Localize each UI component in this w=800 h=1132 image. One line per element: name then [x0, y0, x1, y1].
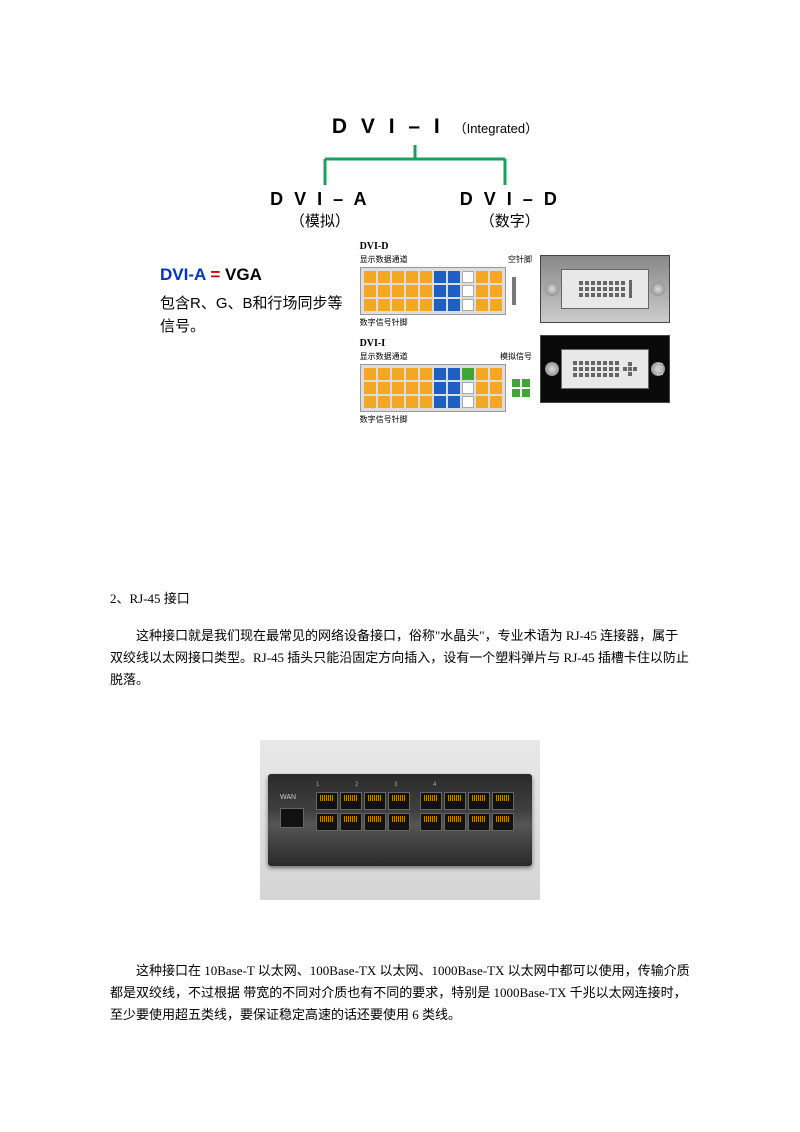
eq-right: VGA [225, 265, 262, 284]
pin-grid-i [360, 364, 506, 412]
blade-icon [629, 280, 632, 298]
screw-icon [545, 362, 559, 376]
connector-photos: DVI [540, 241, 670, 435]
dvia-equals-vga: DVI-A = VGA [160, 265, 352, 285]
rj45-port-icon [316, 792, 338, 810]
section-2-title: 2、RJ-45 接口 [110, 588, 690, 610]
pin-i-label-l: 显示数据通道 [360, 351, 408, 362]
connector-inner [561, 269, 649, 309]
dvi-side-label: DVI [656, 362, 665, 375]
pin-grid-d [360, 267, 506, 315]
pin-d-bottom: 数字信号针脚 [360, 317, 532, 328]
screw-icon [545, 282, 559, 296]
rgb-text: 包含R、G、B和行场同步等信号。 [160, 293, 352, 338]
cross-icon [623, 362, 637, 376]
section-2-para1: 这种接口就是我们现在最常见的网络设备接口，俗称"水晶头"，专业术语为 RJ-45… [110, 625, 690, 691]
branch-a-title: D V I – A [270, 189, 369, 210]
pin-block-dvi-i: DVI-I 显示数据通道 模拟信号 数字信号针脚 [360, 338, 532, 425]
connector-inner [561, 349, 649, 389]
wan-label: WAN [280, 794, 296, 801]
branch-a-sub: （模拟） [270, 210, 369, 231]
wan-port-icon [280, 808, 304, 828]
pin-i-top-labels: 显示数据通道 模拟信号 [360, 351, 532, 362]
rj45-port-icon [340, 792, 362, 810]
branch-dvi-a: D V I – A （模拟） [270, 189, 369, 231]
rj45-port-icon [444, 792, 466, 810]
pin-d-label-l: 显示数据通道 [360, 254, 408, 265]
rj45-port-icon [468, 813, 490, 831]
switch-body: WAN 1 2 3 4 [268, 774, 532, 866]
branch-d-sub: （数字） [460, 210, 560, 231]
pin-block-dvi-d: DVI-D 显示数据通道 空针脚 数字信号针脚 [360, 241, 532, 328]
dvi-d-connector-photo [540, 255, 670, 323]
pin-i-bottom: 数字信号针脚 [360, 414, 532, 425]
rj45-port-icon [316, 813, 338, 831]
eq-left: DVI-A [160, 265, 206, 284]
pin-d-label-r: 空针脚 [508, 254, 532, 265]
rj45-port-icon [468, 792, 490, 810]
pin-array-icon [573, 361, 619, 377]
rj45-port-icon [444, 813, 466, 831]
port-number-labels: 1 2 3 4 [316, 782, 453, 788]
eq-mid: = [206, 265, 225, 284]
pin-d-header: DVI-D [360, 241, 532, 252]
rj45-port-icon [364, 813, 386, 831]
rj45-port-icon [420, 792, 442, 810]
analog-cross-icon [512, 379, 530, 397]
screw-icon [651, 282, 665, 296]
dvi-branches: D V I – A （模拟） D V I – D （数字） [225, 189, 605, 231]
dvi-title-main: D V I – I [332, 115, 444, 138]
rj45-switch-photo: WAN 1 2 3 4 [260, 740, 540, 900]
pin-i-label-r: 模拟信号 [500, 351, 532, 362]
rj45-port-icon [420, 813, 442, 831]
dvi-lower-row: DVI-A = VGA 包含R、G、B和行场同步等信号。 DVI-D 显示数据通… [160, 241, 670, 435]
pin-i-header: DVI-I [360, 338, 532, 349]
branch-dvi-d: D V I – D （数字） [460, 189, 560, 231]
dvi-title: D V I – I （Integrated） [180, 115, 690, 139]
dvi-diagram: D V I – I （Integrated） D V I – A （模拟） D … [160, 115, 670, 435]
rj45-port-icon [492, 792, 514, 810]
blade-slot-icon [512, 277, 516, 305]
switch-ports [316, 792, 514, 831]
pin-diagrams: DVI-D 显示数据通道 空针脚 数字信号针脚 DVI-I [360, 241, 532, 435]
dvi-title-sub: （Integrated） [454, 121, 539, 136]
rj45-port-icon [388, 813, 410, 831]
rj45-port-icon [492, 813, 514, 831]
rj45-port-icon [340, 813, 362, 831]
rj45-port-icon [388, 792, 410, 810]
rj45-port-icon [364, 792, 386, 810]
branch-d-title: D V I – D [460, 189, 560, 210]
tree-lines-icon [265, 145, 565, 185]
pin-d-top-labels: 显示数据通道 空针脚 [360, 254, 532, 265]
section-2-para2: 这种接口在 10Base-T 以太网、100Base-TX 以太网、1000Ba… [110, 960, 690, 1026]
dvi-i-connector-photo: DVI [540, 335, 670, 403]
pin-array-icon [579, 281, 625, 297]
dvi-left-col: DVI-A = VGA 包含R、G、B和行场同步等信号。 [160, 241, 352, 435]
